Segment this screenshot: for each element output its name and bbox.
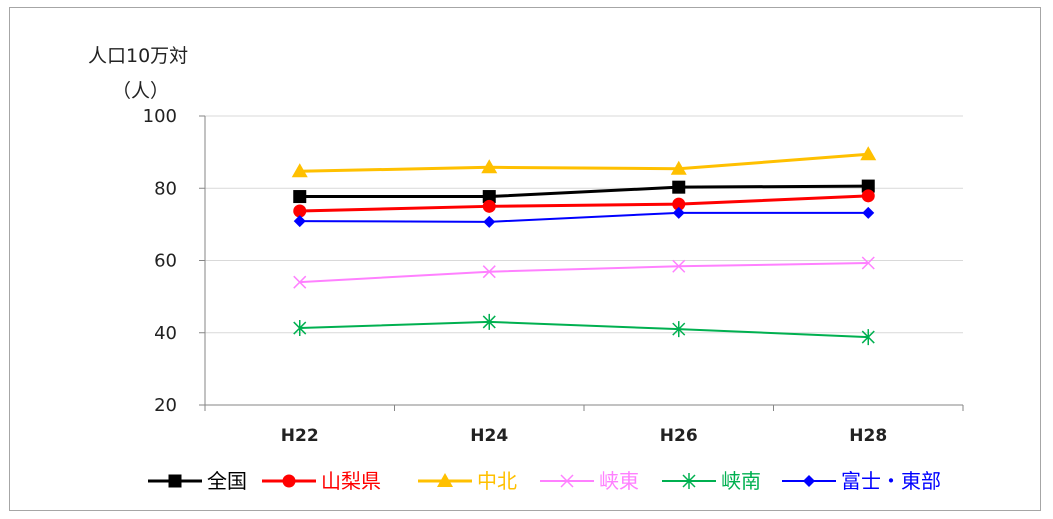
data-point-2-3 [860,146,877,161]
chart-frame [9,7,1041,511]
legend-marker-5 [803,475,815,487]
legend-marker-3 [560,474,574,488]
data-point-4-2 [672,321,686,338]
series-line-5 [299,211,869,223]
data-point-3-1 [482,265,496,279]
series-line-4 [299,320,869,339]
data-point-3-0 [293,275,307,289]
y-tick-label: 100 [143,106,177,127]
legend-marker-1 [282,474,296,488]
data-point-1-0 [293,204,307,218]
x-tick-label: H28 [849,426,887,446]
x-tick-label: H26 [660,426,698,446]
data-point-0-0 [293,190,307,204]
series-line-3 [299,262,869,284]
legend-marker-2 [437,473,453,487]
legend-marker-4 [682,473,696,489]
y-tick-label: 20 [154,395,177,416]
y-axis-label-persons: （人） [112,80,170,102]
data-point-2-0 [291,163,308,178]
series-line-2 [299,152,869,173]
data-point-4-3 [861,329,875,346]
x-tick-label: H22 [281,426,319,446]
legend-label-4: 峡南 [721,469,761,493]
data-point-4-0 [293,320,307,337]
legend-label-5: 富士・東部 [841,469,941,493]
series-line-1 [299,194,869,213]
data-point-5-0 [293,215,306,228]
data-point-1-1 [482,199,496,213]
legend-label-2: 中北 [477,469,517,493]
data-point-5-3 [862,206,875,219]
y-tick-label: 80 [154,178,177,199]
data-point-1-3 [861,189,875,203]
legend-label-3: 峡東 [599,469,639,493]
data-point-0-1 [482,190,496,204]
data-point-5-1 [483,215,496,228]
data-point-4-1 [482,313,496,330]
legend-marker-0 [168,474,182,488]
x-tick-label: H24 [470,426,508,446]
data-point-0-3 [861,179,875,193]
y-tick-label: 60 [154,251,177,272]
y-tick-label: 40 [154,323,177,344]
data-point-5-2 [672,206,685,219]
data-point-1-2 [672,197,686,211]
series-line-0 [299,184,869,199]
data-point-0-2 [672,180,686,194]
y-axis-label-unit: 人口10万対 [88,45,189,67]
data-point-3-3 [861,256,875,270]
data-point-2-2 [670,160,687,175]
legend-label-0: 全国 [207,469,247,493]
data-point-2-1 [481,159,498,174]
legend-label-1: 山梨県 [321,469,381,493]
data-point-3-2 [672,259,686,273]
